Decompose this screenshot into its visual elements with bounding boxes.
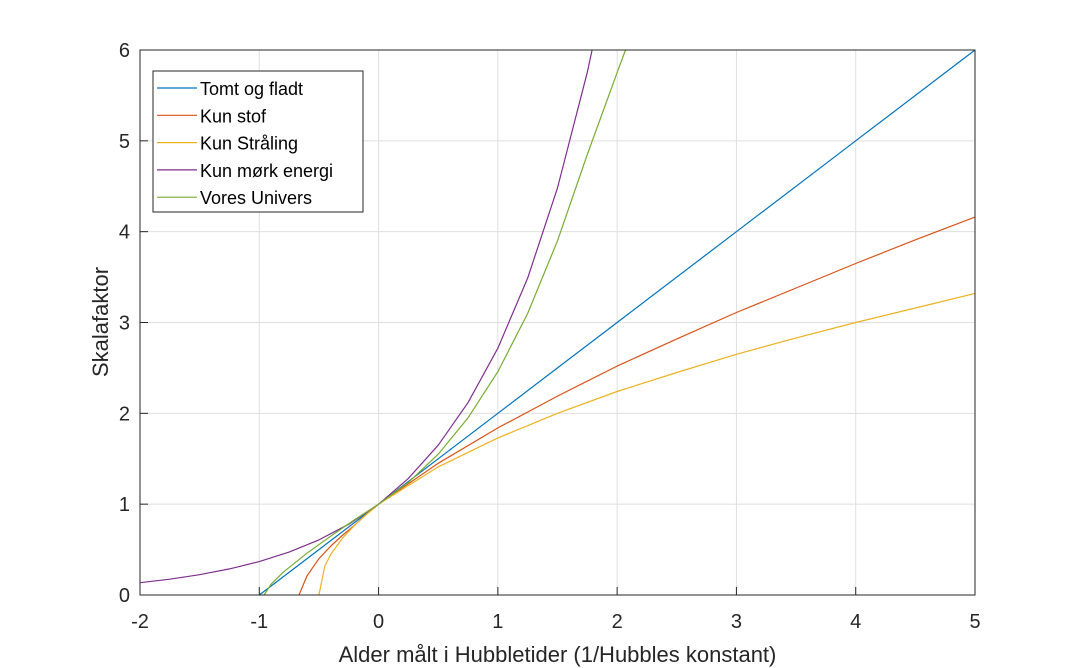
x-tick-label: 2: [612, 611, 623, 633]
x-tick-label: -1: [250, 611, 268, 633]
y-axis-ticks: 0 1 2 3 4 5 6: [119, 40, 148, 607]
legend-label: Tomt og fladt: [200, 79, 303, 99]
y-tick-label: 3: [119, 313, 130, 335]
y-tick-label: 1: [119, 494, 130, 516]
y-axis-label: Skalafaktor: [88, 267, 113, 377]
x-axis-label: Alder målt i Hubbletider (1/Hubbles kons…: [339, 642, 777, 667]
legend-box: [152, 70, 364, 213]
x-tick-label: 3: [731, 611, 742, 633]
series-line-5: [264, 50, 625, 595]
legend: Tomt og fladt Kun stof Kun Stråling Kun mør…: [152, 70, 364, 213]
series-line-2: [299, 217, 975, 595]
x-tick-label: 0: [373, 611, 384, 633]
x-tick-label: 5: [969, 611, 980, 633]
x-tick-label: 4: [850, 611, 861, 633]
y-tick-label: 0: [119, 585, 130, 607]
series-line-3: [319, 293, 975, 595]
y-tick-label: 2: [119, 403, 130, 425]
x-tick-label: -2: [131, 611, 149, 633]
legend-label: Kun Stråling: [200, 134, 298, 154]
x-tick-label: 1: [492, 611, 503, 633]
y-tick-label: 4: [119, 222, 130, 244]
legend-label: Kun mørk energi: [200, 161, 333, 181]
y-tick-label: 6: [119, 40, 130, 62]
legend-label: Kun stof: [200, 106, 267, 126]
x-axis-ticks: -2 -1 0 1 2 3 4 5: [131, 587, 981, 633]
legend-label: Vores Univers: [200, 188, 312, 208]
series-lines: [140, 50, 975, 595]
y-tick-label: 5: [119, 131, 130, 153]
